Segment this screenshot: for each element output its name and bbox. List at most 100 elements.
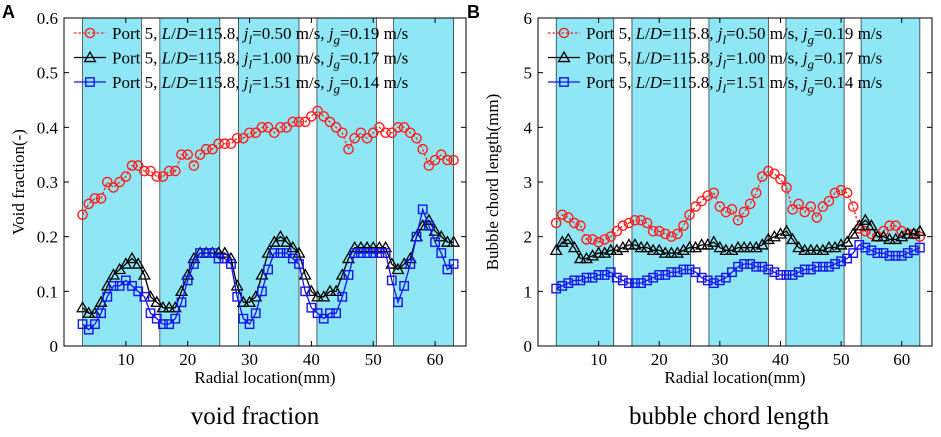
series-2-point-39: [787, 270, 798, 280]
series-2-point-27: [714, 275, 725, 286]
series-0-point-45: [355, 127, 367, 139]
series-1-point-20: [670, 246, 684, 258]
series-0: [550, 165, 926, 248]
legend-prefix: Port 5,: [586, 73, 636, 92]
series-0-point-4: [575, 220, 586, 232]
series-2-point-15: [170, 313, 181, 324]
series-2-point-30: [263, 264, 273, 275]
series-0-point-6: [587, 234, 598, 245]
series-0-point-51: [392, 122, 404, 133]
series-1-point-3: [567, 240, 581, 253]
series-1-point-46: [360, 240, 374, 253]
series-1-point-30: [261, 246, 275, 258]
series-0-point-41: [799, 206, 811, 218]
series-2-point-47: [836, 256, 846, 267]
y-tick-label-6: 0.6: [37, 9, 58, 28]
series-0: [77, 105, 459, 221]
series-2-point-14: [164, 319, 175, 330]
series-1-point-2: [561, 232, 575, 245]
legend-ld-value: =115.8,: [188, 49, 244, 68]
series-1-point-13: [156, 301, 170, 313]
series-2-point-23: [219, 253, 230, 264]
series-2-point-37: [775, 270, 786, 280]
series-0-point-6: [114, 176, 125, 188]
series-2-point-2: [563, 278, 574, 289]
series-0-point-31: [268, 127, 280, 139]
legend-marker-2: [85, 77, 95, 87]
series-2-point-53: [405, 259, 416, 269]
caption-bubble-chord-length: bubble chord length: [629, 403, 829, 430]
series-0-point-44: [817, 201, 829, 212]
legend: Port 5, L/D=115.8, jl=0.50 m/s, jg=0.19 …: [74, 24, 408, 96]
series-1-point-41: [329, 284, 343, 297]
legend-jg-value: =0.19 m/s: [340, 24, 408, 43]
series-2-point-56: [890, 250, 901, 261]
series-0-point-40: [324, 116, 336, 128]
legend-jg-value: =0.19 m/s: [814, 24, 882, 43]
series-1-point-22: [212, 246, 226, 258]
legend-jg-value: =0.14 m/s: [340, 73, 408, 92]
series-2-point-60: [448, 259, 459, 269]
series-2-point-36: [300, 286, 311, 297]
panel-label-a: A: [2, 2, 15, 22]
series-1-point-57: [895, 229, 909, 242]
series-2-point-3: [569, 275, 580, 286]
series-2-point-53: [872, 248, 883, 258]
series-1: [549, 213, 927, 264]
series-1-point-38: [311, 290, 325, 302]
series-2-point-45: [355, 248, 366, 258]
series-1-point-7: [119, 257, 133, 269]
band-1: [159, 17, 221, 347]
series-0-point-47: [835, 184, 847, 196]
series-2-point-28: [721, 272, 731, 283]
series-2-point-25: [232, 291, 243, 302]
series-0-point-48: [841, 187, 853, 199]
series-1-point-34: [286, 240, 300, 253]
series-0-point-39: [318, 111, 330, 122]
series-2-point-28: [250, 308, 261, 319]
series-2-point-46: [830, 259, 840, 269]
legend-jl-value: =1.51 m/s,: [252, 73, 329, 92]
series-0-line: [555, 170, 921, 243]
x-tick-label-2: 30: [241, 350, 258, 369]
band-2: [708, 17, 769, 347]
series-2-point-50: [386, 275, 397, 286]
y-axis-label: Void fraction(-): [9, 129, 28, 235]
series-2-point-11: [617, 275, 628, 286]
series-0-point-45: [823, 195, 835, 207]
series-2-point-43: [811, 261, 822, 272]
legend-jg-value: =0.17 m/s: [340, 49, 408, 68]
series-2-point-11: [145, 308, 156, 319]
series-0-point-14: [163, 165, 175, 177]
series-0-point-60: [448, 154, 459, 166]
series-2-point-55: [884, 250, 895, 261]
series-2-point-55: [417, 204, 428, 215]
series-0-point-58: [435, 149, 447, 160]
series-1-point-32: [273, 229, 287, 242]
series-1-point-47: [366, 240, 380, 253]
series-1-point-25: [701, 238, 715, 250]
series-2-point-20: [201, 248, 212, 258]
series-1-point-1: [82, 306, 96, 318]
series-1-point-60: [447, 235, 461, 247]
series-2-point-7: [120, 275, 131, 286]
series-0-point-38: [781, 182, 792, 193]
series-0-point-3: [569, 217, 580, 229]
series-0-point-9: [605, 231, 617, 242]
legend-jl-value: =1.00 m/s,: [726, 49, 803, 68]
series-0-point-57: [429, 154, 441, 166]
series-0-point-47: [367, 127, 379, 139]
series-1-point-49: [846, 227, 860, 239]
series-1-point-17: [652, 243, 666, 256]
legend-marker-1: [557, 50, 571, 63]
series-0-point-22: [213, 138, 224, 150]
series-1-point-9: [131, 257, 145, 269]
series-2-point-31: [269, 248, 280, 258]
series-2-point-33: [281, 248, 292, 258]
series-0-point-8: [599, 234, 610, 245]
series-0-point-29: [726, 204, 738, 215]
series-0-point-28: [720, 206, 732, 218]
legend-entry-2: Port 5, L/D=115.8, jl=1.51 m/s, jg=0.14 …: [586, 73, 882, 96]
series-2-point-32: [275, 248, 286, 258]
